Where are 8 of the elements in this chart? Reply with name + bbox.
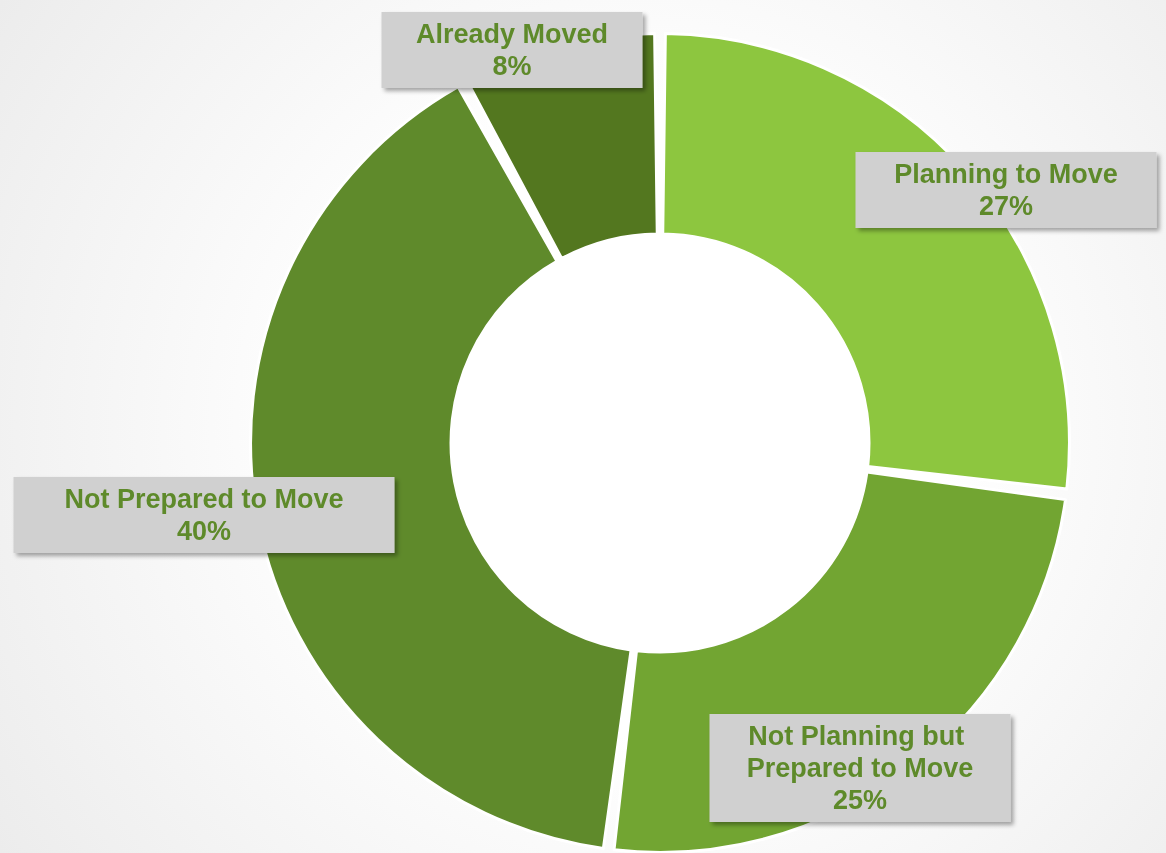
slice-label: Already Moved xyxy=(415,19,609,49)
data-label: 40% xyxy=(176,516,232,546)
slice-label: Not Planning but Prepared to Move xyxy=(746,721,974,783)
data-label: 25% xyxy=(832,785,888,815)
slice-label: Not Prepared to Move xyxy=(64,484,344,514)
data-label: 27% xyxy=(978,191,1034,221)
data-label: 8% xyxy=(492,51,532,81)
slice-label: Planning to Move xyxy=(894,159,1118,189)
